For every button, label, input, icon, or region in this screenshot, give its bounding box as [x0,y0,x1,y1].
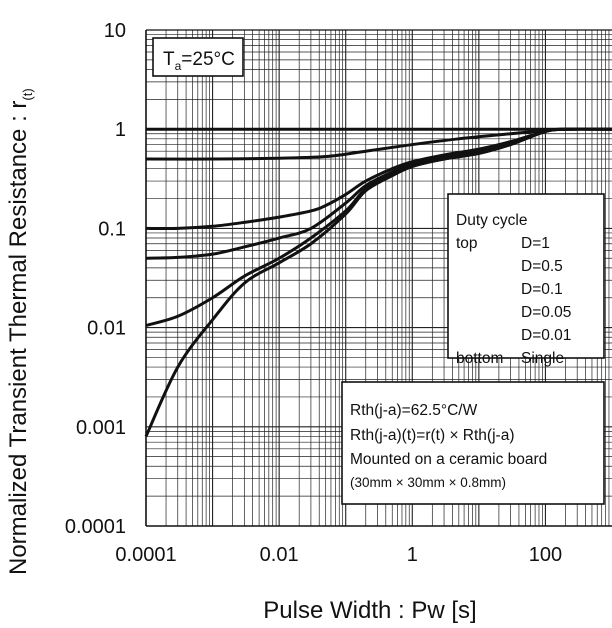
legend-row-label: D=0.01 [521,327,571,344]
y-tick-label: 0.01 [87,318,126,340]
note-line-1: Rth(j-a)=62.5°C/W [350,402,478,419]
x-tick-label: 0.0001 [115,544,176,566]
legend-row-label: D=1 [521,235,550,252]
legend-title: Duty cycle [456,212,528,229]
x-tick-label: 0.01 [260,544,299,566]
note-line-2: Rth(j-a)(t)=r(t) × Rth(j-a) [350,427,514,444]
x-axis-label: Pulse Width : Pw [s] [263,597,476,624]
y-axis-label-sub: (t) [20,88,35,100]
note-line-4: (30mm × 30mm × 0.8mm) [350,475,506,490]
legend-row-label: D=0.5 [521,258,563,275]
x-tick-label: 100 [529,544,562,566]
legend-frame [447,193,605,359]
plot-frame [145,29,612,527]
y-axis-label: Normalized Transient Thermal Resistance … [5,88,35,575]
legend-row-marker: bottom [456,350,503,367]
condition-sub: a [175,59,182,73]
data-series [144,127,612,438]
legend-row-marker: top [456,235,478,252]
legend-row-label: D=0.1 [521,281,563,298]
y-tick-label: 1 [115,119,126,141]
x-axis-tick-labels: 0.0001 0.01 1 100 [115,544,562,566]
condition-text: Ta=25°C [163,49,235,73]
legend-row-label: D=0.05 [521,304,571,321]
y-tick-label: 0.001 [76,417,126,439]
legend: Duty cycle top D=1 D=0.5 D=0.1 D=0.05 D=0.01 b… [447,193,605,367]
legend-rows: top D=1 D=0.5 D=0.1 D=0.05 D=0.01 bottom Single [456,235,571,367]
legend-row-label: Single [521,350,564,367]
series-line-single [144,127,612,438]
condition-suffix: =25°C [181,49,235,70]
note-box: Rth(j-a)=62.5°C/W Rth(j-a)(t)=r(t) × Rth… [341,381,605,505]
note-box-frame [341,381,605,505]
y-tick-label: 10 [104,20,126,42]
condition-prefix: T [163,49,175,70]
note-line-3: Mounted on a ceramic board [350,451,547,468]
condition-box-frame [152,37,244,77]
y-axis-label-main: Normalized Transient Thermal Resistance … [5,101,32,575]
y-axis-tick-labels: 10 1 0.1 0.01 0.001 0.0001 [65,20,126,538]
x-tick-label: 1 [407,544,418,566]
y-tick-label: 0.0001 [65,516,126,538]
condition-box: Ta=25°C [152,37,244,77]
y-tick-label: 0.1 [98,218,126,240]
